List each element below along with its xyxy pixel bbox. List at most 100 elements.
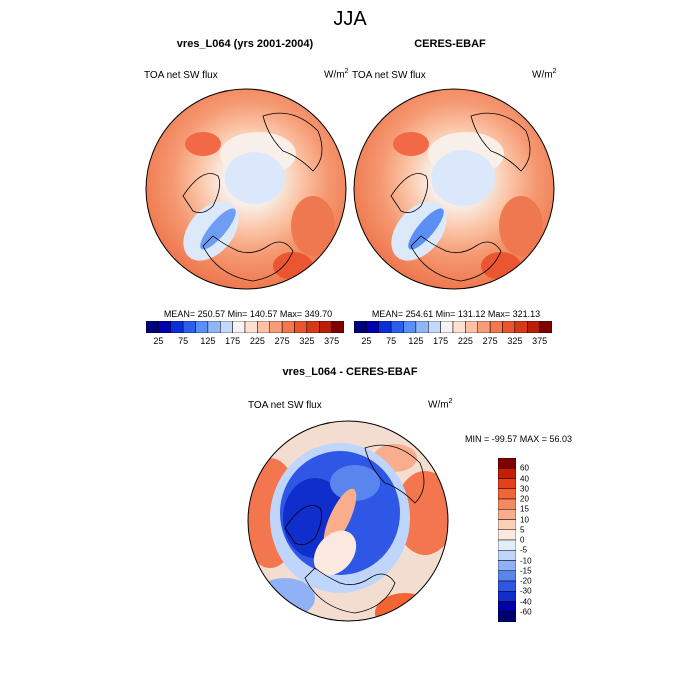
colorbar-swatch <box>319 321 332 333</box>
colorbar-tick-label: 40 <box>520 474 529 483</box>
colorbar-swatch <box>498 529 516 541</box>
colorbar-tick-label: 375 <box>324 336 340 346</box>
panel-3-stats: MIN = -99.57 MAX = 56.03 <box>465 434 573 444</box>
colorbar-swatch <box>498 519 516 530</box>
colorbar-tick-label: -20 <box>520 576 532 586</box>
colorbar-swatch <box>477 321 491 333</box>
colorbar-swatch <box>440 321 454 333</box>
panel-2-variable: TOA net SW flux <box>352 70 426 81</box>
colorbar-swatch <box>403 321 417 333</box>
colorbar-swatch <box>354 321 367 333</box>
colorbar-swatch <box>306 321 320 333</box>
colorbar-swatch <box>331 321 344 333</box>
colorbar-tick-label: 325 <box>507 336 523 346</box>
panel-3-units: W/m2 <box>428 398 453 411</box>
colorbar-swatch <box>489 321 503 333</box>
colorbar-tick-label: 225 <box>457 336 473 346</box>
colorbar-swatch <box>502 321 516 333</box>
colorbar-swatch <box>158 321 171 333</box>
panel-1-map <box>145 88 347 290</box>
colorbar-swatch <box>220 321 233 333</box>
colorbar-swatch <box>244 321 258 333</box>
colorbar-tick-label: 125 <box>408 336 424 346</box>
colorbar-swatch <box>498 478 516 489</box>
panel-3-variable: TOA net SW flux <box>248 400 322 411</box>
colorbar-swatch <box>182 321 196 333</box>
figure-title: JJA <box>333 8 367 30</box>
panel-1-units: W/m2 <box>324 68 349 81</box>
colorbar-swatch <box>539 321 552 333</box>
panel-3-colorbar <box>498 458 516 622</box>
colorbar-swatch <box>207 321 221 333</box>
panel-2-colorbar-labels: 25 75 125 175 225 275 325 375 <box>354 336 552 348</box>
colorbar-swatch <box>269 321 283 333</box>
panel-3-title: vres_L064 - CERES-EBAF <box>282 366 418 378</box>
colorbar-tick-label: 275 <box>482 336 498 346</box>
colorbar-swatch <box>366 321 379 333</box>
colorbar-swatch <box>452 321 466 333</box>
colorbar-swatch <box>378 321 392 333</box>
colorbar-tick-label: 0 <box>520 535 525 545</box>
panel-2-units: W/m2 <box>532 68 557 81</box>
colorbar-tick-label: -5 <box>520 545 528 555</box>
panel-2-map <box>353 88 555 290</box>
colorbar-tick-label: -60 <box>520 607 532 617</box>
colorbar-swatch <box>498 570 516 582</box>
colorbar-tick-label: 5 <box>520 525 525 535</box>
panel-1-variable: TOA net SW flux <box>144 70 218 81</box>
colorbar-swatch <box>146 321 159 333</box>
colorbar-swatch <box>415 321 429 333</box>
colorbar-tick-label: 75 <box>386 336 397 346</box>
colorbar-swatch <box>498 560 516 571</box>
colorbar-tick-label: 125 <box>200 336 216 346</box>
colorbar-swatch <box>498 539 516 551</box>
colorbar-swatch <box>498 580 516 592</box>
colorbar-swatch <box>498 509 516 520</box>
panel-3-map <box>247 420 449 622</box>
colorbar-tick-label: 60 <box>520 463 529 473</box>
colorbar-swatch <box>257 321 270 333</box>
panel-3-colorbar-labels: 60 40 30 20 15 10 5 0 -5 -10 -15 -20 -30 -40 -60 <box>520 458 560 622</box>
colorbar-tick-label: 25 <box>153 336 164 346</box>
colorbar-swatch <box>498 611 516 622</box>
panel-1-colorbar-labels: 25 75 125 175 225 275 325 375 <box>146 336 344 348</box>
colorbar-tick-label: 25 <box>361 336 372 346</box>
colorbar-swatch <box>498 468 516 479</box>
colorbar-tick-label: 10 <box>520 515 529 524</box>
colorbar-swatch <box>465 321 478 333</box>
colorbar-swatch <box>498 458 516 469</box>
colorbar-swatch <box>281 321 295 333</box>
colorbar-tick-label: -10 <box>520 556 532 565</box>
colorbar-swatch <box>170 321 184 333</box>
colorbar-swatch <box>498 601 516 612</box>
colorbar-tick-label: 20 <box>520 494 529 504</box>
colorbar-swatch <box>232 321 246 333</box>
panel-2-title: CERES-EBAF <box>414 38 486 50</box>
colorbar-swatch <box>498 550 516 561</box>
colorbar-swatch <box>498 591 516 602</box>
colorbar-tick-label: 30 <box>520 484 529 494</box>
panel-1-title: vres_L064 (yrs 2001-2004) <box>176 38 314 50</box>
panel-1-stats: MEAN= 250.57 Min= 140.57 Max= 349.70 <box>163 309 333 319</box>
panel-2-colorbar <box>354 321 552 333</box>
panel-1-colorbar <box>146 321 344 333</box>
colorbar-tick-label: 325 <box>299 336 315 346</box>
colorbar-tick-label: 75 <box>178 336 189 346</box>
colorbar-swatch <box>498 498 516 510</box>
colorbar-swatch <box>428 321 441 333</box>
colorbar-tick-label: -40 <box>520 597 532 606</box>
colorbar-swatch <box>390 321 404 333</box>
colorbar-tick-label: 175 <box>433 336 449 346</box>
colorbar-tick-label: -30 <box>520 586 532 596</box>
colorbar-tick-label: 375 <box>532 336 548 346</box>
colorbar-tick-label: -15 <box>520 566 532 576</box>
colorbar-tick-label: 225 <box>249 336 265 346</box>
colorbar-swatch <box>527 321 540 333</box>
colorbar-swatch <box>294 321 308 333</box>
colorbar-tick-label: 175 <box>225 336 241 346</box>
panel-2-stats: MEAN= 254.61 Min= 131.12 Max= 321.13 <box>371 309 541 319</box>
colorbar-tick-label: 275 <box>274 336 290 346</box>
colorbar-tick-label: 15 <box>520 504 529 514</box>
colorbar-swatch <box>514 321 528 333</box>
colorbar-swatch <box>498 488 516 500</box>
